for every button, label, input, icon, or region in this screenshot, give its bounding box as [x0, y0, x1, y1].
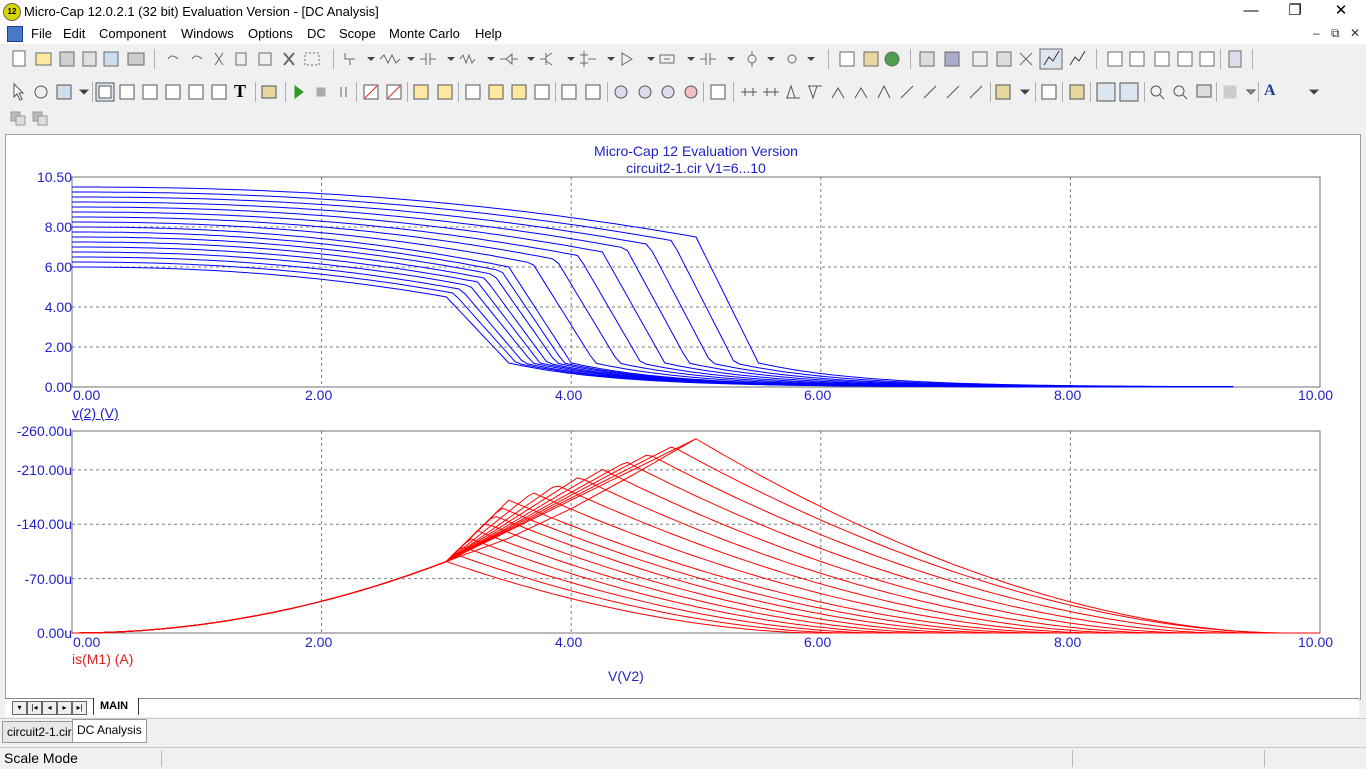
- top-y-tick: 2.00: [44, 339, 72, 355]
- v2-series-line: [72, 261, 1233, 388]
- status-bar: Scale Mode: [0, 747, 1366, 769]
- is-series-line: [72, 485, 1320, 634]
- font-icon[interactable]: A: [1264, 82, 1276, 99]
- title-bar: 12 Micro-Cap 12.0.2.1 (32 bit) Evaluatio…: [0, 0, 1366, 24]
- plot-canvas[interactable]: [6, 135, 1360, 699]
- close-icon[interactable]: ✕: [1334, 2, 1348, 19]
- is-series-line: [72, 554, 1320, 634]
- is-series-line: [72, 507, 1320, 634]
- bottom-x-tick: 4.00: [555, 634, 583, 650]
- bottom-trace-label[interactable]: is(M1) (A): [72, 651, 134, 667]
- top-x-tick: 8.00: [1054, 387, 1082, 403]
- bottom-y-tick: -210.00u: [16, 462, 72, 478]
- v2-series-line: [72, 256, 1233, 388]
- tab-dc-analysis[interactable]: DC Analysis: [72, 719, 147, 743]
- misc-toolbar-icons[interactable]: [0, 104, 60, 130]
- bottom-x-tick: 0.00: [73, 634, 101, 650]
- v2-series-line: [72, 221, 1234, 388]
- v2-series-line: [72, 236, 1233, 388]
- menu-dc[interactable]: DC: [307, 26, 326, 41]
- misc-toolbar: [0, 104, 60, 130]
- nav-first-icon[interactable]: |◂: [27, 701, 42, 715]
- plot-toolbar-icons[interactable]: [0, 78, 1366, 106]
- top-trace-label[interactable]: v(2) (V): [72, 405, 119, 421]
- document-tabs: circuit2-1.cir DC Analysis: [0, 718, 1366, 745]
- menu-bar: File Edit Component Windows Options DC S…: [0, 24, 1366, 44]
- top-x-tick: 6.00: [804, 387, 832, 403]
- v2-series-line: [72, 196, 1234, 388]
- is-series-line: [72, 468, 1320, 634]
- main-toolbar-icons[interactable]: [0, 45, 1366, 73]
- nav-next-icon[interactable]: ▸: [57, 701, 72, 715]
- menu-monte-carlo[interactable]: Monte Carlo: [389, 26, 460, 41]
- menu-component[interactable]: Component: [99, 26, 167, 41]
- bottom-x-tick: 8.00: [1054, 634, 1082, 650]
- menu-edit[interactable]: Edit: [63, 26, 86, 41]
- is-series-line: [72, 461, 1320, 634]
- sheet-tab-strip: ▾ |◂ ◂ ▸ ▸| MAIN: [5, 698, 1359, 717]
- v2-series-line: [72, 211, 1234, 388]
- nav-prev-icon[interactable]: ◂: [42, 701, 57, 715]
- bottom-y-tick: -140.00u: [16, 516, 72, 532]
- top-y-tick: 4.00: [44, 299, 72, 315]
- mdi-minimize-icon[interactable]: –: [1313, 26, 1320, 40]
- tab-circuit[interactable]: circuit2-1.cir: [2, 721, 77, 743]
- status-divider: [161, 750, 162, 767]
- is-series-line: [72, 547, 1320, 634]
- plot-title-line2: circuit2-1.cir V1=6...10: [626, 160, 766, 176]
- bottom-x-tick: 2.00: [305, 634, 333, 650]
- is-peak-envelope: [446, 438, 697, 562]
- top-x-tick: 2.00: [305, 387, 333, 403]
- plot-toolbar: T A: [0, 78, 1366, 106]
- v2-series-line: [72, 186, 1234, 388]
- is-series-line: [72, 446, 1320, 634]
- main-toolbar: [0, 45, 1366, 73]
- menu-file[interactable]: File: [31, 26, 52, 41]
- sheet-tab-main[interactable]: MAIN: [93, 698, 140, 715]
- bottom-y-tick: 0.00u: [36, 625, 72, 641]
- mdi-close-icon[interactable]: ✕: [1350, 26, 1361, 40]
- plot-title-line1: Micro-Cap 12 Evaluation Version: [594, 143, 798, 159]
- app-icon[interactable]: 12: [3, 3, 21, 21]
- status-divider: [1072, 750, 1073, 767]
- status-mode: Scale Mode: [4, 750, 78, 766]
- v2-series-line: [72, 231, 1234, 388]
- top-y-tick: 0.00: [44, 379, 72, 395]
- top-x-tick: 4.00: [555, 387, 583, 403]
- x-axis-label: V(V2): [608, 668, 644, 684]
- top-x-tick: 10.00: [1298, 387, 1334, 403]
- status-divider: [1264, 750, 1265, 767]
- top-x-tick: 0.00: [73, 387, 101, 403]
- menu-windows[interactable]: Windows: [181, 26, 234, 41]
- nav-last-icon[interactable]: ▸|: [72, 701, 87, 715]
- is-series-line: [72, 492, 1320, 634]
- is-series-line: [72, 438, 1320, 634]
- bottom-y-tick: -70.00u: [24, 571, 72, 587]
- text-tool-icon[interactable]: T: [234, 81, 247, 101]
- top-y-tick: 10.50: [36, 169, 72, 185]
- plot-window[interactable]: Micro-Cap 12 Evaluation Version circuit2…: [5, 134, 1361, 700]
- top-plot-frame: [71, 176, 1321, 388]
- nav-menu-icon[interactable]: ▾: [12, 701, 27, 715]
- is-series-line: [72, 538, 1320, 634]
- document-icon[interactable]: [7, 26, 23, 42]
- top-y-tick: 8.00: [44, 219, 72, 235]
- bottom-y-tick: -260.00u: [16, 423, 72, 439]
- top-y-tick: 6.00: [44, 259, 72, 275]
- menu-help[interactable]: Help: [475, 26, 502, 41]
- bottom-x-tick: 6.00: [804, 634, 832, 650]
- window-title: Micro-Cap 12.0.2.1 (32 bit) Evaluation V…: [24, 4, 379, 19]
- bottom-x-tick: 10.00: [1298, 634, 1334, 650]
- menu-scope[interactable]: Scope: [339, 26, 376, 41]
- restore-icon[interactable]: ❐: [1288, 2, 1302, 19]
- menu-options[interactable]: Options: [248, 26, 293, 41]
- is-series-line: [72, 477, 1320, 634]
- mdi-restore-icon[interactable]: ⧉: [1331, 26, 1340, 40]
- minimize-icon[interactable]: —: [1243, 2, 1259, 19]
- bottom-plot-frame: [71, 430, 1321, 634]
